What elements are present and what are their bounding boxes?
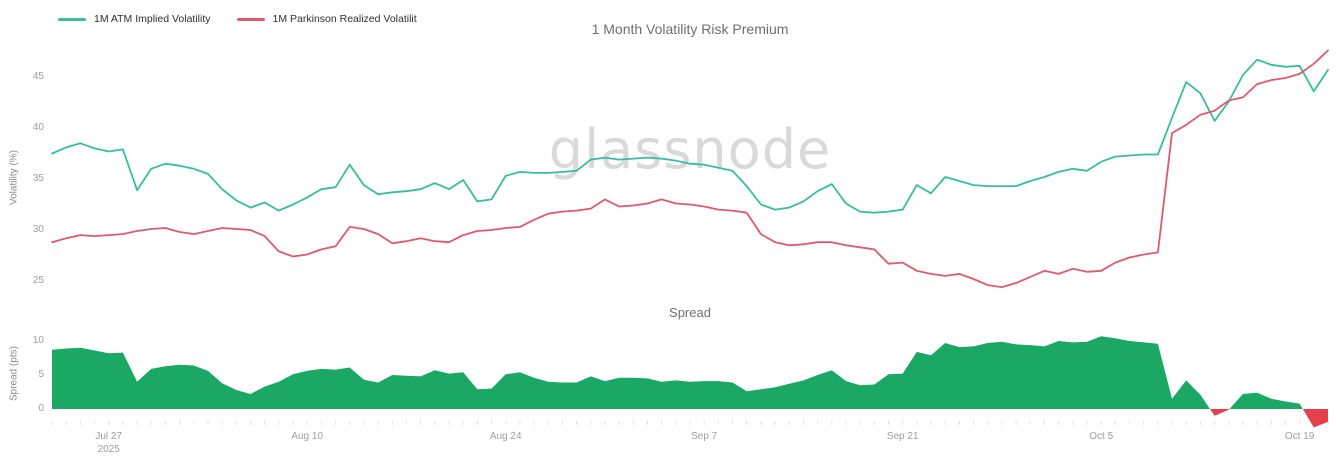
spread-tick-label: 10 (32, 335, 44, 346)
legend-label-implied: 1M ATM Implied Volatility (94, 13, 211, 25)
volatility-tick-label: 40 (32, 122, 44, 133)
legend-label-realized: 1M Parkinson Realized Volatilit (272, 13, 417, 25)
legend-item-implied-volatility[interactable]: 1M ATM Implied Volatility (58, 13, 211, 25)
x-axis-label: Oct 19 (1284, 431, 1315, 442)
x-axis-minor-ticks (51, 421, 1329, 425)
glassnode-watermark: glassnode (548, 118, 832, 181)
x-axis-label: Aug 24 (489, 431, 522, 442)
volatility-tick-label: 30 (32, 224, 44, 235)
realized-line-swatch (236, 17, 265, 21)
x-axis-label: Sep 21 (886, 431, 919, 442)
legend-item-realized-volatility[interactable]: 1M Parkinson Realized Volatilit (236, 13, 417, 25)
spread-area-positive (52, 336, 1328, 409)
x-axis-label: Aug 10 (291, 431, 324, 442)
x-axis-year-label: 2025 (97, 444, 120, 455)
x-axis-label: Sep 7 (691, 431, 718, 442)
realized-volatility-line (51, 49, 1329, 289)
spread-panel-title: Spread (669, 305, 711, 320)
implied-line-swatch (58, 17, 86, 21)
x-axis-label: Jul 27 2025 (77, 430, 141, 456)
volatility-tick-label: 45 (32, 71, 44, 82)
spread-tick-label: 5 (38, 369, 44, 380)
implied-volatility-line (51, 58, 1329, 214)
volatility-tick-label: 35 (32, 173, 44, 184)
volatility-tick-label: 25 (32, 275, 44, 286)
x-axis-label: Oct 5 (1089, 431, 1114, 442)
spread-tick-label: 0 (38, 403, 44, 414)
chart-title: 1 Month Volatility Risk Premium (591, 21, 789, 37)
legend: 1M ATM Implied Volatility 1M Parkinson R… (58, 13, 417, 25)
